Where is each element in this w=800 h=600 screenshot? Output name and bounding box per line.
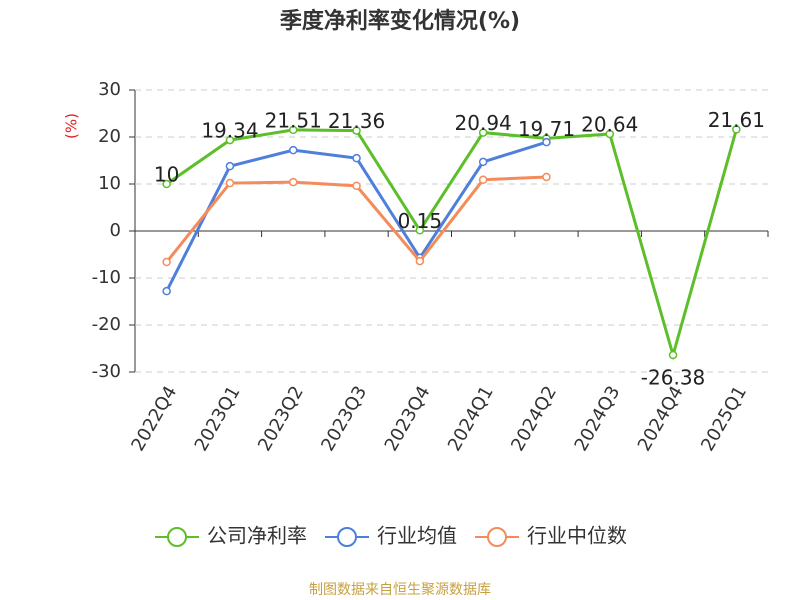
x-tick-label: 2023Q2 [254, 383, 308, 455]
y-tick-label: -30 [92, 361, 121, 382]
data-point [289, 177, 298, 187]
x-tick-label: 2023Q3 [317, 383, 371, 455]
data-label: 20.64 [581, 112, 638, 136]
data-point [605, 129, 614, 139]
legend-label: 行业均值 [377, 524, 457, 548]
data-point [289, 125, 298, 135]
data-point [415, 256, 425, 266]
data-point [352, 153, 361, 163]
x-tick-label: 2023Q4 [381, 383, 435, 455]
legend-marker [337, 527, 357, 547]
data-label: 21.61 [708, 108, 765, 132]
data-label: 19.71 [518, 117, 575, 141]
y-tick-label: 20 [98, 126, 121, 147]
y-tick-label: -20 [92, 314, 121, 335]
data-label: 10 [154, 163, 179, 187]
x-tick-label: 2025Q1 [697, 383, 751, 455]
series-line [165, 140, 547, 292]
data-label: 0.15 [398, 209, 443, 233]
data-point [225, 135, 235, 145]
x-tick-label: 2022Q4 [127, 383, 181, 455]
series-line [165, 128, 738, 361]
chart-title: 季度净利率变化情况(%) [280, 8, 520, 34]
x-tick-label: 2024Q1 [444, 383, 498, 455]
data-point [352, 181, 361, 191]
x-tick-label: 2023Q1 [191, 383, 245, 455]
legend-label: 公司净利率 [207, 524, 307, 548]
data-point [225, 161, 235, 171]
data-point [225, 178, 235, 188]
data-point [162, 179, 171, 189]
y-tick-label: 10 [98, 173, 121, 194]
data-point [478, 175, 488, 185]
y-tick-label: -10 [92, 267, 121, 288]
data-point [415, 226, 425, 235]
data-point [542, 137, 551, 147]
y-tick-label: 0 [110, 220, 121, 241]
legend-marker [167, 527, 187, 547]
legend-marker [487, 527, 507, 547]
data-point [668, 350, 678, 360]
data-point [162, 286, 171, 296]
y-tick-label: 30 [98, 79, 121, 100]
data-label: 21.36 [328, 109, 385, 133]
y-axis-label: (%) [63, 113, 81, 139]
x-tick-label: 2024Q4 [634, 383, 688, 455]
data-point [352, 126, 361, 135]
data-label: 21.51 [265, 108, 322, 132]
data-point [478, 157, 488, 167]
data-point [542, 172, 551, 182]
legend-label: 行业中位数 [527, 524, 627, 548]
data-point [732, 125, 741, 134]
data-label: -26.38 [641, 365, 705, 389]
x-tick-label: 2024Q2 [507, 383, 561, 455]
x-tick-label: 2024Q3 [571, 383, 625, 455]
data-point [289, 145, 298, 155]
data-label: 19.34 [201, 119, 258, 143]
data-point [478, 128, 488, 137]
data-point [162, 257, 171, 267]
source: 制图数据来自恒生聚源数据库 [309, 582, 491, 598]
data-label: 20.94 [455, 111, 512, 135]
